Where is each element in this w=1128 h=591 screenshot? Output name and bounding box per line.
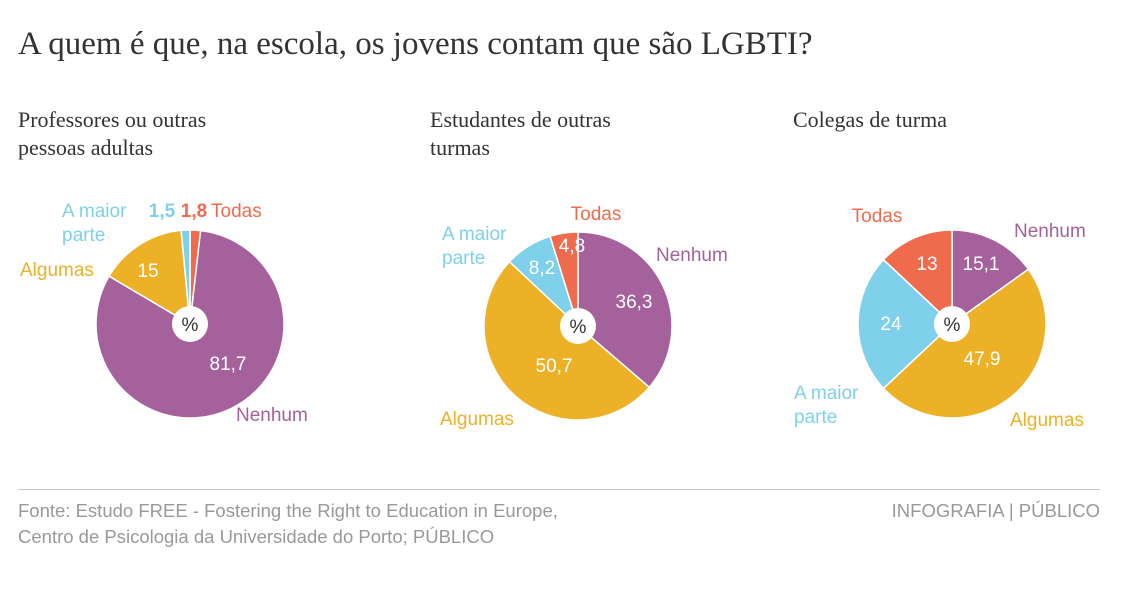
pie-2-slice-algumas (483, 260, 651, 421)
pie-3-value-algumas: 47,9 (964, 349, 1001, 370)
pie-2-center-label: % (570, 317, 587, 338)
pie-3-slice-maior-parte (857, 258, 954, 390)
pie-1-center-badge (172, 306, 208, 342)
pie-3-label-algumas: Algumas (1010, 410, 1084, 431)
pie-1-label-todas: Todas (211, 201, 262, 222)
pie-3-title-line-1: Colegas de turma (793, 107, 947, 132)
credit: INFOGRAFIA | PÚBLICO (891, 500, 1100, 521)
pie-1-label-algumas-line: Algumas (20, 260, 94, 281)
pie-1-value-algumas: 15 (137, 261, 158, 282)
pie-3-label-maior-parte: A maior parte (794, 383, 859, 428)
pie-2-label-maior-parte-line: parte (442, 248, 485, 269)
pie-2-title: Estudantes de outras turmas (430, 106, 720, 162)
pie-1-label-nenhum-line: Nenhum (236, 405, 308, 426)
pie-2-slice-todas (549, 231, 579, 327)
pie-1-title-line-1: Professores ou outras (18, 107, 207, 132)
source-line-1: Fonte: Estudo FREE - Fostering the Right… (18, 500, 558, 521)
pie-1-value-maior-parte: 1,5 (149, 201, 176, 222)
pie-2-value-maior-parte: 8,2 (529, 258, 555, 279)
pie-2-label-todas: Todas (571, 204, 622, 225)
pie-2-label-algumas-line: Algumas (440, 409, 514, 430)
pie-1-slice-maior-parte (180, 229, 191, 325)
pie-1-label-todas-line: Todas (211, 201, 262, 222)
pie-1-value-todas: 1,8 (181, 201, 207, 222)
pie-3-slice-algumas (882, 268, 1047, 419)
pie-2-center-badge (560, 308, 596, 344)
pie-1-label-maior-parte-line: A maior (62, 201, 127, 222)
pie-3-title: Colegas de turma (793, 106, 1083, 134)
pie-2-title-line-2: turmas (430, 135, 490, 160)
pie-2-label-nenhum: Nenhum (656, 245, 728, 266)
pie-1-label-maior-parte-line: parte (62, 225, 105, 246)
pie-1-title: Professores ou outras pessoas adultas (18, 106, 308, 162)
pie-1-label-algumas: Algumas (20, 260, 94, 281)
pie-3-value-nenhum: 15,1 (963, 254, 1000, 275)
pie-3-label-maior-parte-line: A maior (794, 383, 859, 404)
pie-2-value-nenhum: 36,3 (616, 292, 653, 313)
pie-3-label-nenhum-line: Nenhum (1014, 221, 1086, 242)
chart-title: A quem é que, na escola, os jovens conta… (18, 26, 813, 62)
footer-divider (18, 489, 1100, 490)
pie-1-slice-algumas (108, 229, 191, 326)
pie-3-value-todas: 13 (916, 254, 937, 275)
pie-3-label-maior-parte-line: parte (794, 407, 837, 428)
pie-3-slice-nenhum (951, 229, 1030, 326)
pie-1-label-maior-parte: A maior parte (62, 201, 127, 246)
source-line-2: Centro de Psicologia da Universidade do … (18, 526, 495, 547)
pie-3-center-label: % (944, 315, 961, 336)
pie-2-value-todas: 4,8 (559, 236, 585, 257)
pie-2-label-algumas: Algumas (440, 409, 514, 430)
pie-3-label-todas: Todas (852, 206, 903, 227)
pie-3-slice-todas (882, 229, 953, 326)
pie-3-value-maior-parte: 24 (880, 314, 902, 335)
pie-2-label-maior-parte: A maior parte (442, 224, 507, 269)
pie-2-value-algumas: 50,7 (536, 356, 573, 377)
pie-3-label-algumas-line: Algumas (1010, 410, 1084, 431)
pie-1-label-nenhum: Nenhum (236, 405, 308, 426)
source-note: Fonte: Estudo FREE - Fostering the Right… (18, 498, 558, 550)
pie-2-label-maior-parte-line: A maior (442, 224, 507, 245)
pie-2-label-nenhum-line: Nenhum (656, 245, 728, 266)
pie-2-title-line-1: Estudantes de outras (430, 107, 611, 132)
pie-3-label-todas-line: Todas (852, 206, 903, 227)
pie-3: % 15,1 Nenhum 47,9 Algumas 24 A maior parte 13 To… (794, 206, 1086, 431)
pie-1-title-line-2: pessoas adultas (18, 135, 154, 160)
pie-2-label-todas-line: Todas (571, 204, 622, 225)
pie-2-slice-nenhum (577, 231, 673, 389)
pie-3-center-badge (934, 306, 970, 342)
pie-1-value-nenhum: 81,7 (210, 354, 247, 375)
pie-1: % 81,7 Nenhum 15 Algumas 1,5 A maior parte 1,8 To… (20, 201, 308, 426)
pie-1-center-label: % (182, 315, 199, 336)
pie-2: % 36,3 Nenhum 50,7 Algumas 8,2 A maior parte 4,8… (440, 204, 728, 430)
pie-3-label-nenhum: Nenhum (1014, 221, 1086, 242)
